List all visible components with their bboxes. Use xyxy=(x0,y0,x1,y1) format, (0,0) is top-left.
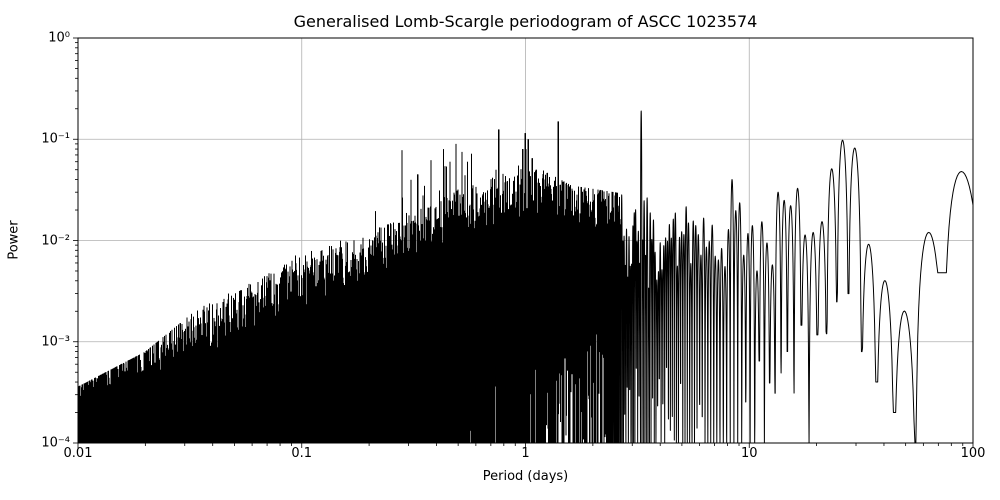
x-tick-label: 1 xyxy=(521,446,530,461)
y-tick-label: 10⁻⁴ xyxy=(41,435,70,451)
x-tick-label: 0.01 xyxy=(63,446,93,461)
x-tick-label: 0.1 xyxy=(291,446,313,461)
chart-title: Generalised Lomb-Scargle periodogram of … xyxy=(293,12,758,31)
x-axis-label: Period (days) xyxy=(482,469,569,484)
x-tick-label: 10 xyxy=(740,446,758,461)
y-tick-label: 10⁻¹ xyxy=(41,131,70,147)
x-tick-label: 100 xyxy=(960,446,986,461)
y-tick-label: 10⁻² xyxy=(41,233,70,248)
y-tick-label: 10⁰ xyxy=(48,30,70,46)
y-tick-label: 10⁻³ xyxy=(41,334,70,350)
